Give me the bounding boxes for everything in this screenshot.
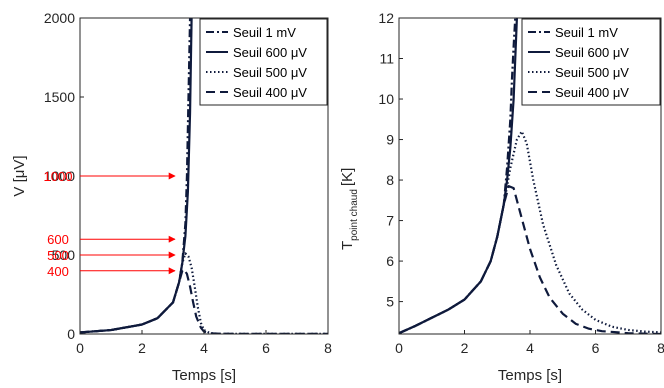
y-tick-label: 10 [378,91,394,107]
annotation-label: 600 [47,232,69,247]
y-tick-label: 500 [52,247,76,263]
series-line-0-3 [80,268,328,334]
left-x-axis-label: Temps [s] [172,367,236,384]
series-line-1-1 [399,18,518,334]
right-y-axis-label-main: T [339,241,356,250]
annotation-label: 1000 [44,169,73,184]
right-y-axis-label: Tpoint chaud [K] [339,168,360,250]
legend-label: Seuil 600 μV [233,45,307,60]
legend-label: Seuil 400 μV [555,85,629,100]
annotation-label: 500 [47,248,69,263]
y-tick-label: 2000 [44,10,75,26]
series-line-0-0 [80,18,192,334]
svg-text:Tpoint chaud[K]: Tpoint chaud [K] [339,168,360,250]
right-y-axis-label-unit: [K] [339,168,356,186]
x-tick-label: 0 [76,340,84,356]
right-legend: Seuil 1 mV Seuil 600 μV Seuil 500 μV Seuil … [521,18,661,106]
y-tick-label: 11 [379,51,394,67]
x-tick-label: 4 [200,340,208,356]
legend-label: Seuil 400 μV [233,85,307,100]
series-line-1-2 [399,130,661,334]
legend-label: Seuil 1 mV [233,25,296,40]
legend-box [199,18,328,106]
annotation-label: 400 [47,264,69,279]
y-tick-label: 6 [386,253,394,269]
x-tick-label: 0 [395,340,403,356]
x-tick-label: 4 [526,340,534,356]
y-tick-label: 5 [386,294,394,310]
series-line-0-2 [80,252,328,334]
x-tick-label: 8 [657,340,664,356]
legend-label: Seuil 600 μV [555,45,629,60]
y-tick-label: 1000 [44,168,75,184]
x-tick-label: 6 [262,340,270,356]
y-tick-label: 1500 [44,89,75,105]
right-chart: 0 2 4 6 8 5 6 7 8 9 10 11 12 Temps [s] Tpoint chaud… [339,10,664,384]
y-tick-label: 0 [67,326,75,342]
series-line-0-1 [80,18,193,334]
x-tick-label: 6 [592,340,600,356]
x-tick-label: 8 [324,340,332,356]
legend-label: Seuil 500 μV [555,65,629,80]
x-tick-label: 2 [138,340,146,356]
right-x-axis-label: Temps [s] [498,367,562,384]
series-line-1-3 [399,185,661,334]
x-tick-label: 2 [461,340,469,356]
legend-label: Seuil 500 μV [233,65,307,80]
y-tick-label: 7 [386,213,394,229]
left-legend: Seuil 1 mV Seuil 600 μV Seuil 500 μV Seuil … [199,18,328,106]
y-tick-label: 8 [386,172,394,188]
y-tick-label: 9 [386,132,394,148]
legend-box [521,18,661,106]
right-y-axis-label-sub: point chaud [349,189,360,241]
left-y-axis-label: V [μV] [11,155,28,196]
series-line-1-0 [399,18,517,334]
y-tick-label: 12 [378,10,394,26]
legend-label: Seuil 1 mV [555,25,618,40]
